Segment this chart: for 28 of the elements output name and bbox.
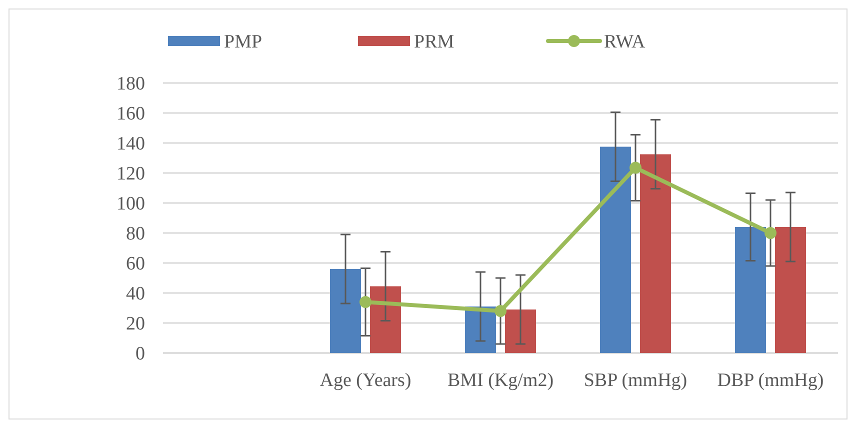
y-tick-label: 80 <box>126 224 145 245</box>
x-tick-label: Age (Years) <box>320 370 412 391</box>
bar <box>640 154 671 353</box>
bar <box>775 227 806 353</box>
bar <box>330 269 361 353</box>
bar <box>370 286 401 353</box>
bar <box>735 227 766 353</box>
y-tick-label: 160 <box>116 104 145 125</box>
x-tick-label: BMI (Kg/m2) <box>447 370 554 391</box>
x-tick-label: DBP (mmHg) <box>717 370 824 391</box>
y-tick-label: 20 <box>126 314 145 335</box>
x-tick-label: SBP (mmHg) <box>584 370 688 391</box>
y-tick-label: 140 <box>116 134 145 155</box>
y-tick-label: 40 <box>126 284 145 305</box>
legend-label: RWA <box>604 32 646 53</box>
legend-label: PRM <box>414 32 454 53</box>
point <box>630 162 642 174</box>
y-tick-label: 0 <box>136 344 145 365</box>
y-tick-label: 60 <box>126 254 145 275</box>
point <box>764 227 776 239</box>
y-tick-label: 180 <box>116 74 145 95</box>
bar <box>505 310 536 353</box>
point <box>494 305 506 317</box>
bar <box>600 146 631 353</box>
y-tick-label: 100 <box>116 194 145 215</box>
legend-label: PMP <box>224 32 262 53</box>
y-tick-label: 120 <box>116 164 145 185</box>
point <box>360 296 372 308</box>
